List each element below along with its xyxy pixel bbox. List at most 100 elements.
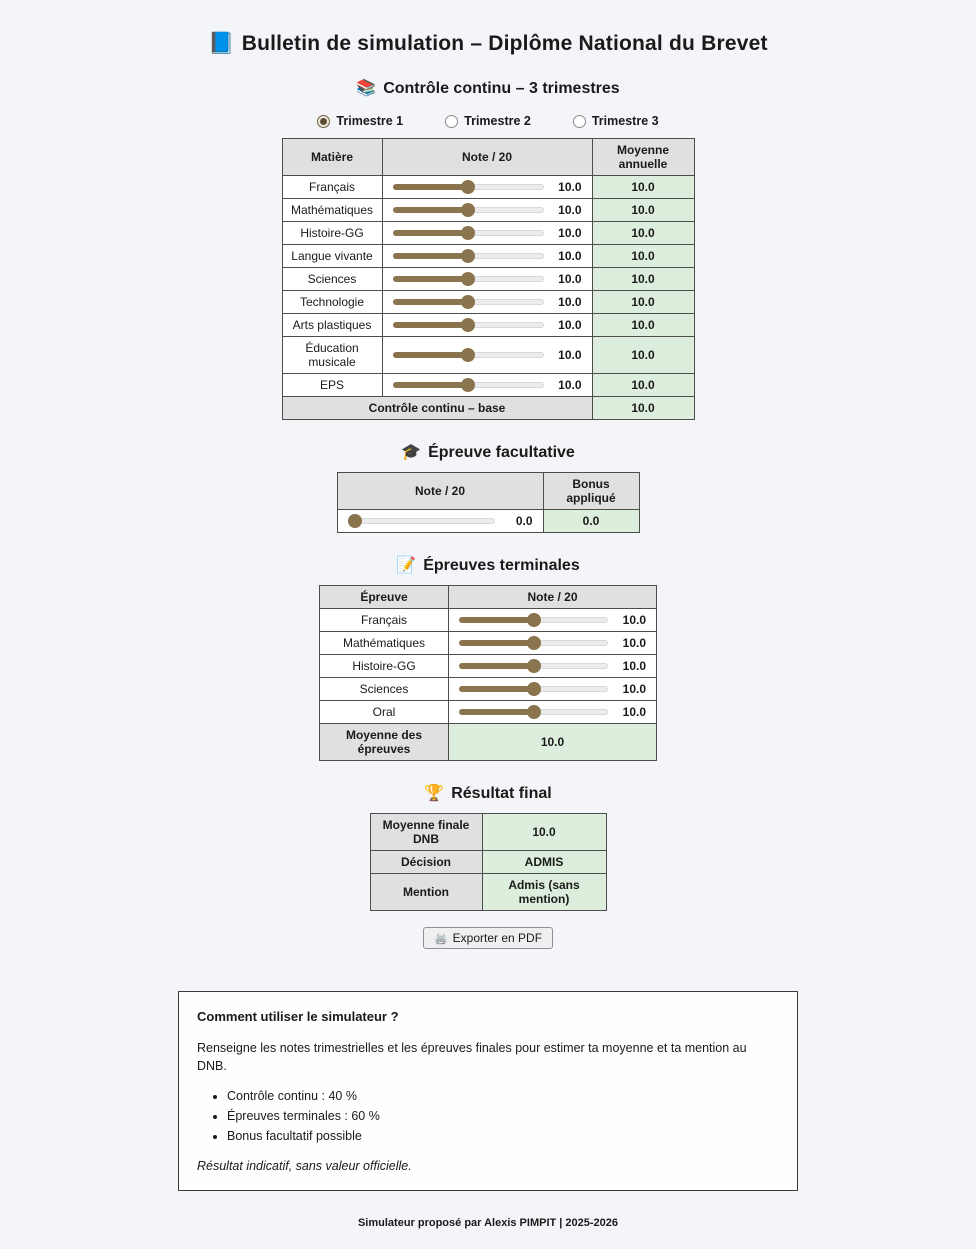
- subject-label: Éducation musicale: [281, 336, 383, 374]
- slider-thumb[interactable]: [347, 514, 362, 528]
- moyenne-epreuves-label: Moyenne des épreuves: [319, 723, 449, 761]
- note-value: 10.0: [622, 705, 646, 719]
- note-value: 10.0: [622, 636, 646, 650]
- resultat-final-table: Moyenne finale DNB 10.0 Décision ADMIS M…: [369, 813, 607, 911]
- radio-label: Trimestre 1: [336, 114, 404, 128]
- table-row: Moyenne finale DNB 10.0: [369, 813, 607, 851]
- note-slider[interactable]: [392, 378, 544, 392]
- decision-value: ADMIS: [481, 850, 607, 874]
- slider-thumb[interactable]: [461, 378, 475, 392]
- slider-fill: [459, 709, 534, 715]
- slider-fill: [392, 276, 468, 282]
- bonus-applique-value: 0.0: [542, 509, 640, 533]
- slider-thumb[interactable]: [461, 249, 475, 263]
- slider-fill: [392, 253, 468, 259]
- note-value: 10.0: [558, 180, 582, 194]
- moyenne-finale-value: 10.0: [481, 813, 607, 851]
- slider-fill: [392, 230, 468, 236]
- note-value: 10.0: [558, 272, 582, 286]
- epreuve-label: Oral: [319, 700, 449, 724]
- note-slider[interactable]: [392, 203, 544, 217]
- slider-fill: [459, 617, 534, 623]
- radio-checked-icon[interactable]: [317, 114, 331, 128]
- note-slider[interactable]: [392, 249, 544, 263]
- epreuve-facultative-table: Note / 20 Bonus appliqué 0.0 0.0: [336, 472, 640, 533]
- slider-thumb[interactable]: [526, 613, 541, 627]
- table-footer-row: Contrôle continu – base 10.0: [281, 396, 695, 420]
- slider-track: [347, 518, 495, 524]
- table-row: Décision ADMIS: [369, 850, 607, 874]
- slider-thumb[interactable]: [526, 636, 541, 650]
- slider-fill: [392, 352, 468, 358]
- section-heading-text: Épreuves terminales: [423, 557, 580, 574]
- slider-thumb[interactable]: [461, 180, 475, 194]
- slider-fill: [459, 686, 534, 692]
- slider-thumb[interactable]: [526, 682, 541, 696]
- subject-label: Mathématiques: [281, 198, 383, 222]
- slider-thumb[interactable]: [526, 705, 541, 719]
- note-slider[interactable]: [459, 613, 608, 627]
- help-box: Comment utiliser le simulateur ? Renseig…: [178, 991, 798, 1191]
- column-header-note: Note / 20: [448, 585, 657, 609]
- moyenne-finale-label: Moyenne finale DNB: [369, 813, 483, 851]
- note-slider[interactable]: [347, 514, 495, 528]
- radio-unchecked-icon[interactable]: [445, 114, 459, 128]
- radio-trimestre-3[interactable]: Trimestre 3: [572, 114, 659, 128]
- moyenne-annuelle-value: 10.0: [591, 267, 695, 291]
- mention-label: Mention: [369, 873, 483, 911]
- slider-fill: [459, 640, 534, 646]
- table-row: Mention Admis (sans mention): [369, 873, 607, 911]
- table-row: Mathématiques 10.0 10.0: [281, 198, 695, 222]
- section-heading-epreuves-terminales: 📝 Épreuves terminales: [0, 555, 976, 575]
- graduation-cap-icon: 🎓: [401, 444, 422, 461]
- moyenne-epreuves-value: 10.0: [448, 723, 657, 761]
- export-pdf-label: Exporter en PDF: [452, 931, 543, 945]
- radio-trimestre-2[interactable]: Trimestre 2: [445, 114, 531, 128]
- note-slider[interactable]: [392, 295, 544, 309]
- slider-thumb[interactable]: [461, 272, 475, 286]
- slider-thumb[interactable]: [461, 295, 475, 309]
- table-row: Langue vivante 10.0 10.0: [281, 244, 695, 268]
- note-slider[interactable]: [459, 659, 608, 673]
- note-value: 10.0: [558, 318, 582, 332]
- export-pdf-button[interactable]: 🖨️ Exporter en PDF: [422, 927, 554, 949]
- column-header-note: Note / 20: [381, 138, 593, 176]
- table-row: Arts plastiques 10.0 10.0: [281, 313, 695, 337]
- note-slider[interactable]: [392, 272, 544, 286]
- radio-trimestre-1[interactable]: Trimestre 1: [317, 114, 403, 128]
- column-header-bonus: Bonus appliqué: [542, 472, 640, 510]
- note-slider[interactable]: [392, 180, 544, 194]
- subject-label: Technologie: [281, 290, 383, 314]
- slider-thumb[interactable]: [461, 226, 475, 240]
- table-row: Oral 10.0: [319, 700, 657, 724]
- slider-thumb[interactable]: [461, 318, 475, 332]
- radio-unchecked-icon[interactable]: [572, 114, 586, 128]
- note-slider[interactable]: [392, 348, 544, 362]
- printer-icon: 🖨️: [433, 932, 448, 945]
- memo-icon: 📝: [396, 557, 417, 574]
- table-row: 0.0 0.0: [336, 509, 640, 533]
- section-heading-text: Épreuve facultative: [428, 444, 575, 461]
- note-slider[interactable]: [459, 636, 608, 650]
- blue-book-icon: 📘: [208, 32, 235, 55]
- note-value: 10.0: [622, 659, 646, 673]
- note-value: 10.0: [558, 348, 582, 362]
- subject-label: Arts plastiques: [281, 313, 383, 337]
- note-slider[interactable]: [459, 682, 608, 696]
- section-heading-epreuve-facultative: 🎓 Épreuve facultative: [0, 442, 976, 462]
- table-row: Histoire-GG 10.0 10.0: [281, 221, 695, 245]
- slider-thumb[interactable]: [461, 203, 475, 217]
- section-heading-controle-continu: 📚 Contrôle continu – 3 trimestres: [0, 78, 976, 98]
- epreuves-terminales-table: Épreuve Note / 20 Français 10.0 Mathémat…: [319, 585, 657, 761]
- note-slider[interactable]: [459, 705, 608, 719]
- note-value: 10.0: [558, 295, 582, 309]
- note-slider[interactable]: [392, 226, 544, 240]
- help-item: Contrôle continu : 40 %: [227, 1087, 779, 1105]
- mention-value: Admis (sans mention): [481, 873, 607, 911]
- note-slider[interactable]: [392, 318, 544, 332]
- slider-thumb[interactable]: [461, 348, 475, 362]
- slider-thumb[interactable]: [526, 659, 541, 673]
- moyenne-annuelle-value: 10.0: [591, 313, 695, 337]
- help-item: Épreuves terminales : 60 %: [227, 1107, 779, 1125]
